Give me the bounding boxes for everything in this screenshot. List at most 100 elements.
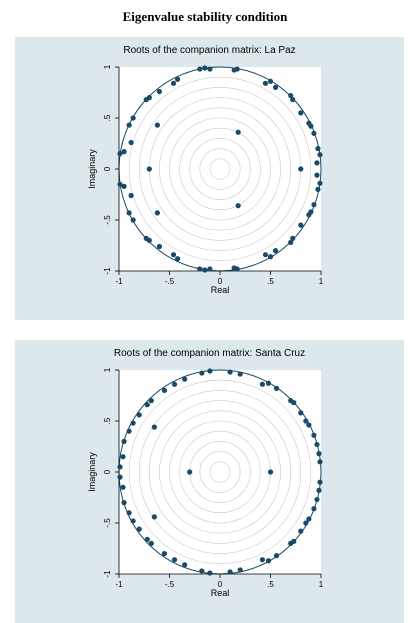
eigenvalue-point [161, 551, 168, 557]
eigenvalue-point [154, 210, 160, 216]
eigenvalue-point [128, 192, 134, 199]
eigenvalue-point [144, 536, 150, 542]
x-tick-label: 0 [218, 277, 223, 286]
eigenvalue-point [146, 166, 152, 172]
scatter-plot-santa-cruz: -1 -.5 0 .5 1 1 .5 0 -.5 -1 Real Imaginary [87, 367, 324, 598]
eigenvalue-point [126, 210, 132, 216]
grid-circle [169, 117, 271, 221]
plot-area [119, 67, 321, 271]
y-tick-label: -1 [103, 570, 112, 578]
x-tick-label: 0 [218, 580, 223, 589]
eigenvalue-point [303, 418, 309, 424]
plot-area [119, 370, 321, 574]
eigenvalue-point [315, 146, 321, 152]
y-axis-title: Imaginary [87, 149, 97, 189]
eigenvalue-point [259, 381, 266, 387]
eigenvalue-point [311, 432, 317, 438]
eigenvalue-point [288, 398, 294, 404]
eigenvalue-point [314, 496, 320, 503]
x-tick-label: .5 [267, 580, 274, 589]
eigenvalue-point [148, 540, 154, 546]
grid-circle [138, 390, 302, 554]
eigenvalue-point [117, 464, 123, 470]
eigenvalue-point [317, 180, 323, 186]
scatter-plot-la-paz: -1 -.5 0 .5 1 1 .5 0 -.5 -1 Real Imaginary [87, 64, 324, 295]
eigenvalue-point [182, 376, 188, 382]
grid-circle [159, 410, 281, 534]
eigenvalue-point [298, 410, 304, 416]
eigenvalue-point [306, 516, 312, 522]
eigenvalue-point [128, 139, 134, 146]
eigenvalue-point [130, 217, 136, 223]
eigenvalue-point [136, 412, 142, 418]
eigenvalue-point [199, 370, 205, 376]
eigenvalue-point [121, 149, 127, 155]
grid-circle [179, 127, 261, 211]
eigenvalue-point [121, 183, 127, 189]
eigenvalue-point [151, 514, 157, 520]
eigenvalue-point [156, 243, 162, 250]
x-tick-label: 1 [319, 580, 324, 589]
grid-circle [189, 138, 251, 200]
grid-circle [128, 76, 312, 262]
eigenvalue-point [171, 557, 178, 563]
eigenvalue-point [227, 569, 233, 575]
eigenvalue-point [143, 97, 149, 103]
y-tick-label: .5 [103, 114, 112, 121]
grid-circle [209, 158, 231, 180]
eigenvalue-point [144, 402, 150, 408]
eigenvalue-point [273, 553, 280, 559]
eigenvalue-point [151, 424, 157, 430]
eigenvalue-point [231, 265, 237, 271]
eigenvalue-point [308, 123, 314, 129]
eigenvalue-point [197, 66, 203, 72]
eigenvalue-point [174, 76, 181, 82]
eigenvalue-point [267, 78, 274, 84]
eigenvalue-point [316, 487, 322, 493]
grid-circle [209, 461, 231, 483]
eigenvalue-point [273, 385, 280, 391]
eigenvalue-point [237, 371, 243, 377]
eigenvalue-point [303, 520, 309, 526]
eigenvalue-point [267, 469, 274, 475]
eigenvalue-point [199, 568, 205, 574]
eigenvalue-point [288, 92, 294, 99]
chart-title: Roots of the companion matrix: La Paz [123, 45, 296, 56]
chart-title: Roots of the companion matrix: Santa Cru… [113, 348, 306, 359]
eigenvalue-point [314, 441, 320, 448]
grid-circle [159, 107, 281, 231]
eigenvalue-point [237, 567, 243, 573]
eigenvalue-point [317, 459, 323, 465]
grid-circle [128, 379, 312, 565]
y-tick-label: .5 [103, 417, 112, 424]
chart-panel-santa-cruz: Roots of the companion matrix: Santa Cru… [15, 340, 404, 623]
page-title: Eigenvalue stability condition [122, 9, 288, 24]
eigenvalue-point [161, 387, 168, 393]
x-tick-label: -1 [115, 580, 123, 589]
eigenvalue-point [231, 67, 237, 73]
eigenvalue-point [120, 454, 126, 460]
x-tick-label: -.5 [165, 580, 175, 589]
y-tick-label: 0 [103, 469, 112, 474]
eigenvalue-point [298, 110, 304, 116]
eigenvalue-point [117, 151, 123, 157]
x-tick-label: 1 [319, 277, 324, 286]
grid-circle [179, 430, 261, 514]
eigenvalue-point [262, 80, 269, 86]
x-tick-label: -1 [115, 277, 123, 286]
eigenvalue-point [259, 557, 266, 563]
eigenvalue-point [207, 266, 213, 272]
eigenvalue-point [202, 267, 208, 273]
eigenvalue-point [267, 254, 274, 260]
eigenvalue-point [272, 248, 279, 254]
y-tick-label: -1 [103, 267, 112, 275]
eigenvalue-point [197, 266, 203, 272]
eigenvalue-point [317, 152, 323, 158]
eigenvalue-point [311, 202, 317, 208]
eigenvalue-point [126, 428, 132, 434]
eigenvalue-point [316, 451, 322, 457]
eigenvalue-point [317, 479, 323, 485]
eigenvalue-point [174, 256, 181, 262]
eigenvalue-point [290, 97, 296, 103]
eigenvalue-point [308, 209, 314, 215]
